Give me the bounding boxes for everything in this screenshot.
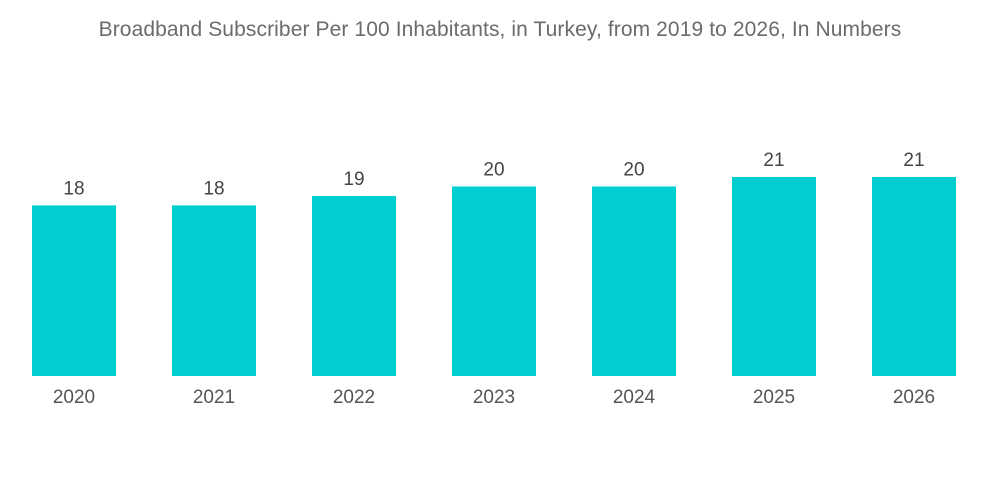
x-tick-label-2024: 2024	[613, 387, 656, 408]
data-labels-group: 18 18 19 20 20 21 21	[63, 150, 924, 199]
bar-2025	[732, 177, 816, 376]
x-tick-label-2023: 2023	[473, 387, 515, 408]
bar-2021	[172, 205, 256, 376]
data-label-2021: 18	[203, 178, 224, 199]
x-tick-label-2025: 2025	[753, 387, 795, 408]
bar-2024	[592, 186, 676, 376]
data-label-2024: 20	[623, 159, 644, 180]
chart-title: Broadband Subscriber Per 100 Inhabitants…	[98, 18, 902, 41]
data-label-2022: 19	[343, 169, 364, 190]
bars-group	[32, 177, 956, 376]
bar-2020	[32, 205, 116, 376]
data-label-2020: 18	[63, 178, 84, 199]
bar-2026	[872, 177, 956, 376]
bar-2022	[312, 195, 396, 376]
data-label-2026: 21	[903, 150, 924, 171]
x-tick-label-2022: 2022	[333, 387, 375, 408]
x-tick-label-2021: 2021	[193, 387, 235, 408]
data-label-2023: 20	[483, 159, 504, 180]
bar-2023	[452, 186, 536, 376]
x-tick-label-2020: 2020	[53, 387, 95, 408]
x-axis-ticks: 2020 2021 2022 2023 2024 2025 2026	[53, 387, 935, 408]
data-label-2025: 21	[763, 150, 784, 171]
x-tick-label-2026: 2026	[893, 387, 935, 408]
